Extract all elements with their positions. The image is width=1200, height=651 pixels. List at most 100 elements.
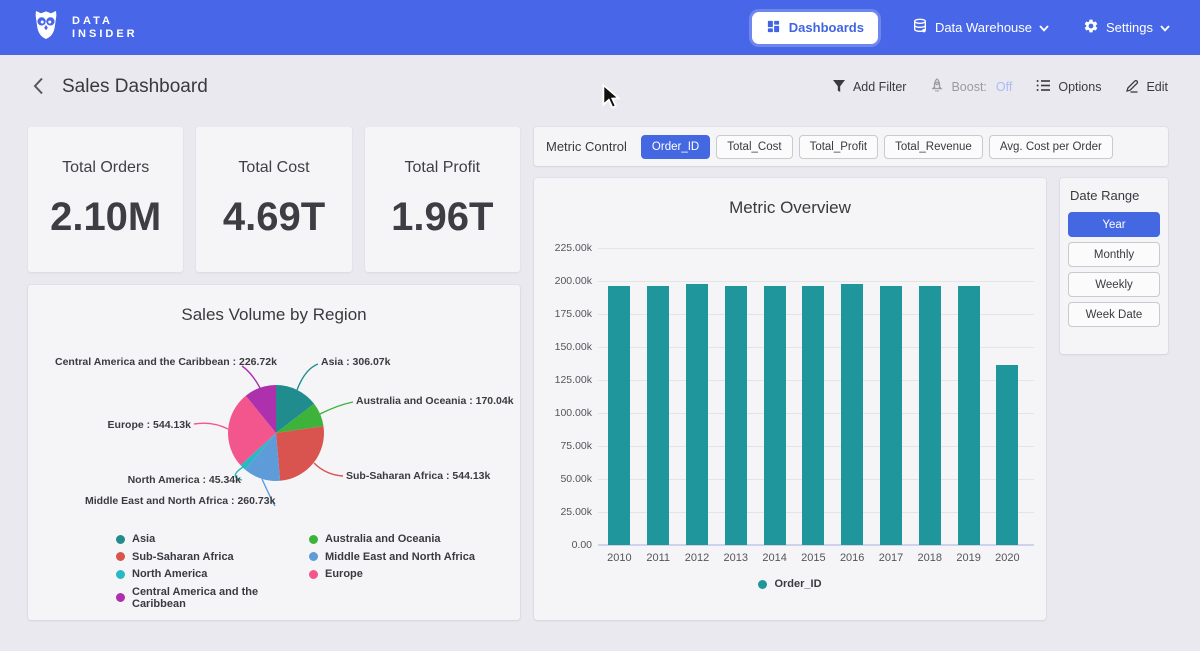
bar-chart-ytick: 75.00k bbox=[546, 440, 592, 452]
bar-chart-ytick: 200.00k bbox=[546, 275, 592, 287]
date-range-button-weekly[interactable]: Weekly bbox=[1068, 272, 1160, 297]
metric-button-order-id[interactable]: Order_ID bbox=[641, 135, 710, 159]
add-filter-button[interactable]: Add Filter bbox=[832, 79, 907, 96]
kpi-card-total-cost: Total Cost 4.69T bbox=[196, 127, 351, 272]
legend-item-sub-saharan-africa[interactable]: Sub-Saharan Africa bbox=[116, 551, 309, 563]
bar-chart-xtick: 2011 bbox=[636, 552, 680, 564]
kpi-label: Total Orders bbox=[62, 159, 149, 177]
boost-toggle[interactable]: Boost: Off bbox=[930, 78, 1012, 96]
edit-button[interactable]: Edit bbox=[1125, 79, 1168, 96]
pie-callout-line bbox=[297, 364, 318, 390]
metric-button-total-revenue[interactable]: Total_Revenue bbox=[884, 135, 983, 159]
bar-chart-gridline bbox=[598, 281, 1034, 282]
dashboards-button[interactable]: Dashboards bbox=[752, 12, 878, 44]
pie-callout-line bbox=[320, 402, 353, 414]
bar-chart-ytick: 0.00 bbox=[546, 539, 592, 551]
bar-2015[interactable] bbox=[802, 286, 824, 545]
legend-color-dot bbox=[758, 580, 767, 589]
pie-callout-label: Central America and the Caribbean : 226.… bbox=[55, 356, 277, 368]
bar-chart-xtick: 2013 bbox=[714, 552, 758, 564]
date-range-button-week-date[interactable]: Week Date bbox=[1068, 302, 1160, 327]
bar-2010[interactable] bbox=[608, 286, 630, 545]
legend-item-asia[interactable]: Asia bbox=[116, 533, 309, 545]
bar-chart-ytick: 175.00k bbox=[546, 308, 592, 320]
bar-chart-card: Metric Overview 0.0025.00k50.00k75.00k10… bbox=[534, 178, 1046, 620]
metric-button-total-profit[interactable]: Total_Profit bbox=[799, 135, 879, 159]
pie-callout-label: Sub-Saharan Africa : 544.13k bbox=[346, 470, 490, 482]
database-icon bbox=[912, 18, 928, 37]
back-button[interactable] bbox=[32, 77, 44, 98]
metric-button-avg-cost-per-order[interactable]: Avg. Cost per Order bbox=[989, 135, 1113, 159]
data-warehouse-menu[interactable]: Data Warehouse bbox=[912, 18, 1049, 37]
chevron-down-icon bbox=[1160, 20, 1170, 35]
bar-chart-xtick: 2016 bbox=[830, 552, 874, 564]
filter-funnel-icon bbox=[832, 79, 846, 96]
bar-chart-ytick: 225.00k bbox=[546, 242, 592, 254]
top-navbar: DATA INSIDER Dashboards bbox=[0, 0, 1200, 55]
bar-2012[interactable] bbox=[686, 284, 708, 545]
chevron-left-icon bbox=[32, 77, 44, 98]
bar-2020[interactable] bbox=[996, 365, 1018, 545]
legend-item-central-america-and-the-caribbean[interactable]: Central America and the Caribbean bbox=[116, 586, 309, 610]
bar-2017[interactable] bbox=[880, 286, 902, 545]
pie-callout-line bbox=[314, 463, 343, 476]
kpi-row: Total Orders 2.10M Total Cost 4.69T Tota… bbox=[28, 127, 520, 272]
page-title: Sales Dashboard bbox=[62, 76, 208, 98]
kpi-label: Total Profit bbox=[405, 159, 481, 177]
header-actions: Add Filter Boost: Off bbox=[832, 78, 1168, 96]
kpi-card-total-orders: Total Orders 2.10M bbox=[28, 127, 183, 272]
kpi-value: 1.96T bbox=[391, 195, 493, 240]
page-content: Sales Dashboard Add Filter bbox=[0, 55, 1200, 651]
legend-color-dot bbox=[116, 552, 125, 561]
pie-callout-label: Europe : 544.13k bbox=[58, 419, 191, 431]
kpi-value: 2.10M bbox=[50, 195, 161, 240]
date-range-button-monthly[interactable]: Monthly bbox=[1068, 242, 1160, 267]
legend-item-north-america[interactable]: North America bbox=[116, 568, 309, 580]
bar-2011[interactable] bbox=[647, 286, 669, 545]
bar-2018[interactable] bbox=[919, 286, 941, 545]
bar-chart-legend: Order_ID bbox=[534, 578, 1046, 590]
bar-2014[interactable] bbox=[764, 286, 786, 545]
list-options-icon bbox=[1036, 79, 1051, 95]
date-range-label: Date Range bbox=[1070, 188, 1158, 203]
date-range-button-year[interactable]: Year bbox=[1068, 212, 1160, 237]
settings-menu[interactable]: Settings bbox=[1083, 18, 1170, 37]
legend-label: Order_ID bbox=[774, 578, 821, 590]
bar-plot bbox=[598, 248, 1034, 545]
app-window: DATA INSIDER Dashboards bbox=[0, 0, 1200, 651]
pencil-icon bbox=[1125, 79, 1139, 96]
bar-2013[interactable] bbox=[725, 286, 747, 545]
bar-chart-xtick: 2020 bbox=[985, 552, 1029, 564]
legend-color-dot bbox=[309, 570, 318, 579]
gear-icon bbox=[1083, 18, 1099, 37]
legend-item-australia-and-oceania[interactable]: Australia and Oceania bbox=[309, 533, 475, 545]
legend-item-order-id[interactable]: Order_ID bbox=[758, 578, 821, 590]
pie-callout-label: Australia and Oceania : 170.04k bbox=[356, 395, 514, 407]
legend-label: North America bbox=[132, 568, 207, 580]
navbar-menu: Dashboards Data Warehouse bbox=[752, 12, 1170, 44]
metric-control-label: Metric Control bbox=[546, 139, 627, 154]
legend-item-middle-east-and-north-africa[interactable]: Middle East and North Africa bbox=[309, 551, 475, 563]
bar-2019[interactable] bbox=[958, 286, 980, 545]
bar-chart-ytick: 50.00k bbox=[546, 473, 592, 485]
metric-buttons: Order_IDTotal_Cost Total_ProfitTotal_Reve… bbox=[641, 135, 1113, 159]
bar-chart-ytick: 150.00k bbox=[546, 341, 592, 353]
legend-label: Australia and Oceania bbox=[325, 533, 441, 545]
pie-callout-line bbox=[242, 366, 260, 388]
legend-color-dot bbox=[116, 593, 125, 602]
legend-color-dot bbox=[309, 552, 318, 561]
legend-color-dot bbox=[116, 535, 125, 544]
kpi-card-total-profit: Total Profit 1.96T bbox=[365, 127, 520, 272]
bar-chart-title: Metric Overview bbox=[534, 198, 1046, 218]
legend-label: Europe bbox=[325, 568, 363, 580]
bar-2016[interactable] bbox=[841, 284, 863, 545]
options-button[interactable]: Options bbox=[1036, 79, 1101, 95]
boost-status: Off bbox=[996, 80, 1012, 94]
legend-label: Sub-Saharan Africa bbox=[132, 551, 234, 563]
pie-slice-sub-saharan-africa[interactable] bbox=[276, 426, 324, 481]
legend-color-dot bbox=[309, 535, 318, 544]
bar-chart-ytick: 100.00k bbox=[546, 407, 592, 419]
metric-button-total-cost[interactable]: Total_Cost bbox=[716, 135, 792, 159]
bar-chart-xtick: 2012 bbox=[675, 552, 719, 564]
legend-item-europe[interactable]: Europe bbox=[309, 568, 475, 580]
